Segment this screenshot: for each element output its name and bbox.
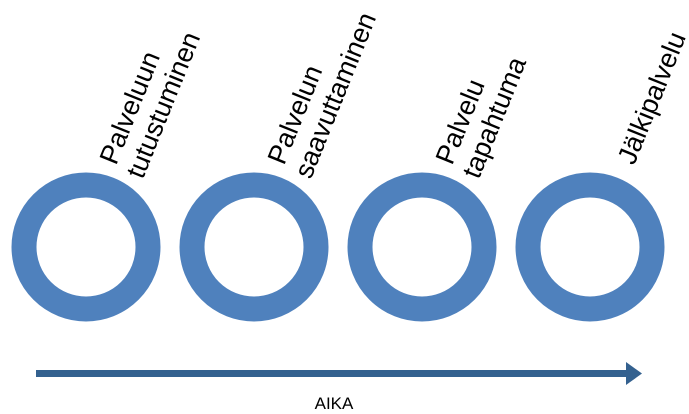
stage-ring-4: [515, 172, 665, 322]
timeline-label: AIKA: [315, 394, 354, 413]
stage-label-1: Palveluun tutustuminen: [94, 28, 206, 183]
stage-4-line-1: Jälkipalvelu: [612, 28, 689, 169]
stage-ring-1: [11, 172, 161, 322]
stage-label-2: Palvelun saavuttaminen: [262, 8, 382, 182]
stage-ring-2: [179, 172, 329, 322]
stage-label-3: Palvelu tapahtuma: [430, 52, 533, 182]
timeline: AIKA: [36, 362, 642, 413]
stage-label-4: Jälkipalvelu: [612, 28, 689, 169]
stage-rings: [11, 172, 665, 322]
arrow-right-icon: [36, 362, 642, 385]
timeline-arrow-head: [626, 362, 642, 385]
timeline-arrow-shaft: [36, 370, 628, 377]
stage-ring-3: [347, 172, 497, 322]
